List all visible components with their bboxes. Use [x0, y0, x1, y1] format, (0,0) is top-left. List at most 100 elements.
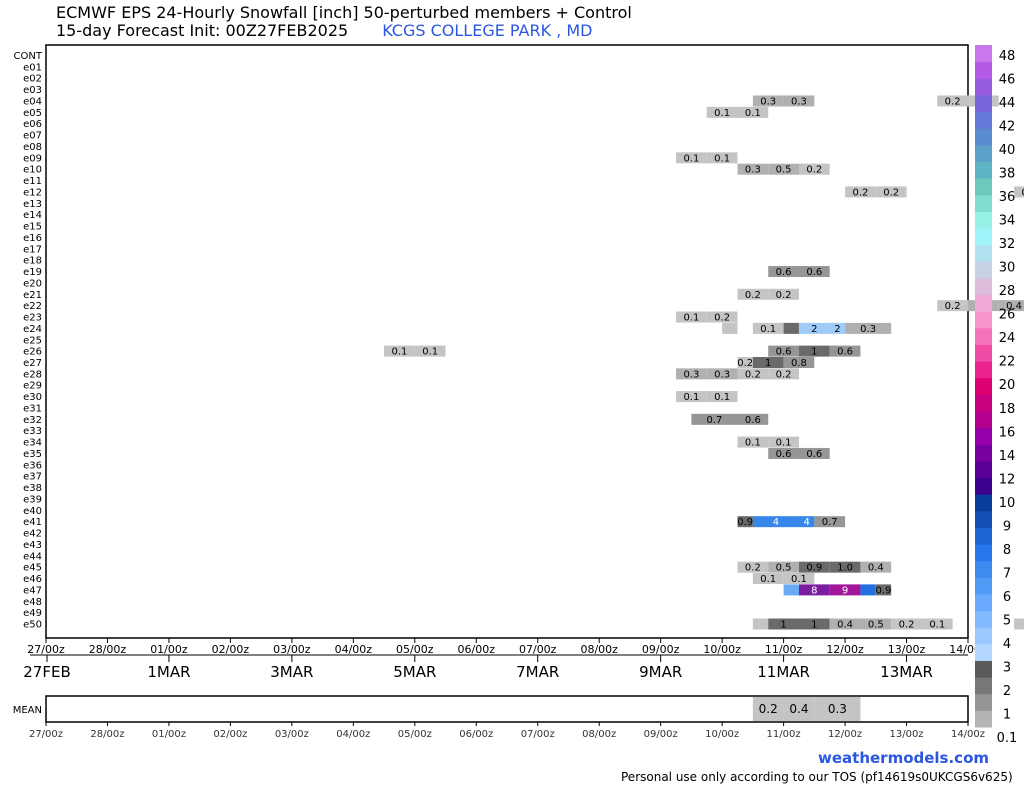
x-tick-label: 04/00z	[335, 643, 373, 656]
cell-value-label: 0.1	[683, 313, 699, 324]
member-label-e30: e30	[23, 392, 42, 403]
member-label-e36: e36	[23, 460, 42, 471]
x-tick-label: 10/00z	[703, 643, 741, 656]
colorbar-label: 22	[999, 355, 1016, 370]
colorbar-label: 16	[999, 425, 1016, 440]
cell-e41-50	[737, 516, 753, 528]
colorbar-segment	[975, 377, 992, 395]
colorbar-segment	[975, 277, 992, 296]
cell-e50-73	[1014, 618, 1024, 630]
member-label-e37: e37	[23, 472, 42, 483]
date-label: 9MAR	[639, 663, 682, 681]
cell-value-label: 0.9	[737, 517, 753, 528]
cell-value-label: 0.2	[745, 369, 761, 380]
member-label-e21: e21	[23, 290, 42, 301]
colorbar-label: 42	[999, 120, 1016, 135]
colorbar-segment	[975, 311, 992, 329]
mean-cell	[752, 697, 784, 721]
colorbar-label: 30	[999, 261, 1016, 276]
colorbar-label: 9	[1003, 519, 1011, 534]
colorbar-segment	[975, 610, 992, 628]
cell-e32-44	[691, 413, 738, 425]
colorbar-segment	[975, 510, 992, 528]
cell-e10-10	[798, 163, 830, 175]
colorbar-label: 5	[1003, 613, 1011, 628]
cell-e05-4	[706, 106, 738, 118]
mean-x-tick-label: 06/00z	[459, 729, 493, 740]
member-label-e27: e27	[23, 358, 42, 369]
colorbar-label: 26	[999, 308, 1016, 323]
cell-value-label: 1	[780, 620, 786, 631]
mean-x-tick-label: 11/00z	[767, 729, 801, 740]
cell-e26-31	[414, 345, 446, 357]
member-label-e25: e25	[23, 335, 42, 346]
colorbar-segment	[975, 61, 992, 79]
colorbar-label: 48	[999, 49, 1016, 64]
cell-e28-39	[706, 368, 738, 380]
cell-value-label: 0.1	[714, 392, 730, 403]
tos-note: Personal use only according to our TOS (…	[621, 770, 1013, 784]
chart-subtitle: 15-day Forecast Init: 00Z27FEB2025 KCGS C…	[56, 21, 592, 40]
colorbar-segment	[975, 45, 992, 63]
x-tick-label: 13/00z	[888, 643, 926, 656]
colorbar-segment	[975, 294, 992, 312]
x-tick-label: 11/00z	[765, 643, 803, 656]
mean-x-tick-label: 28/00z	[90, 729, 124, 740]
colorbar-label: 36	[999, 190, 1016, 205]
cell-value-label: 0.1	[929, 620, 945, 631]
colorbar-segment	[975, 144, 992, 162]
cell-e23-22	[676, 311, 707, 323]
cell-e45-54	[737, 561, 769, 573]
colorbar-label: 3	[1003, 660, 1011, 675]
site-credit[interactable]: weathermodels.com	[818, 749, 990, 767]
cell-value-label: 0.1	[714, 108, 730, 119]
cell-value-label: 0.2	[945, 96, 961, 107]
cell-e45-58	[860, 561, 892, 573]
date-label: 7MAR	[516, 663, 559, 681]
mean-value-label: 0.4	[789, 702, 808, 716]
mean-x-tick-label: 12/00z	[828, 729, 862, 740]
member-label-e04: e04	[23, 96, 42, 107]
cell-e45-56	[798, 561, 830, 573]
member-label-e35: e35	[23, 449, 42, 460]
colorbar-segment	[975, 627, 992, 645]
cell-value-label: 0.8	[791, 358, 807, 369]
colorbar-label: 14	[999, 449, 1016, 464]
colorbar-segment	[975, 577, 992, 595]
member-label-e12: e12	[23, 187, 42, 198]
cell-value-label: 0.6	[776, 347, 792, 358]
cell-e41-52	[798, 516, 815, 528]
colorbar-label: 7	[1003, 566, 1011, 581]
member-label-e05: e05	[23, 108, 42, 119]
cell-value-label: 0.3	[683, 369, 699, 380]
cell-e09-7	[706, 152, 738, 164]
colorbar-segment	[975, 710, 992, 728]
cell-e24-25	[752, 322, 784, 334]
member-label-e47: e47	[23, 585, 42, 596]
member-label-e22: e22	[23, 301, 42, 312]
member-label-e10: e10	[23, 165, 42, 176]
cell-e47-63	[829, 584, 861, 596]
cell-value-label: 4	[803, 517, 809, 528]
member-label-e03: e03	[23, 85, 42, 96]
cell-e27-37	[783, 356, 815, 368]
cell-value-label: 0.1	[776, 438, 792, 449]
colorbar-label: 12	[999, 472, 1016, 487]
cell-value-label: 0.4	[868, 563, 884, 574]
member-label-e32: e32	[23, 415, 42, 426]
cell-e32-45	[737, 413, 769, 425]
mean-x-tick-label: 03/00z	[275, 729, 309, 740]
x-tick-label: 27/00z	[27, 643, 65, 656]
mean-cell	[814, 697, 861, 721]
date-label: 13MAR	[880, 663, 933, 681]
colorbar-segment	[975, 178, 992, 196]
member-label-e02: e02	[23, 74, 42, 85]
member-label-e07: e07	[23, 131, 42, 142]
cell-e41-53	[814, 516, 846, 528]
cell-e45-57	[829, 561, 861, 573]
colorbar-label: 24	[999, 331, 1016, 346]
cell-e50-67	[768, 618, 799, 630]
mean-x-tick-label: 01/00z	[152, 729, 186, 740]
cell-value-label: 1	[765, 358, 771, 369]
